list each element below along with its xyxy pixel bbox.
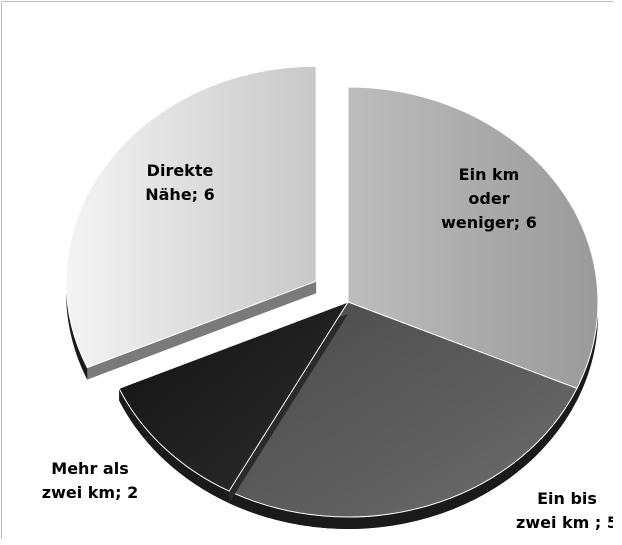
pie-chart: Ein km oder weniger; 6 Ein bis zwei km ; 5 Me… xyxy=(42,65,613,532)
pie-slice-side-2 xyxy=(229,388,577,529)
pie-slice-label-3: Mehr als zwei km; 2 xyxy=(42,459,138,502)
pie-slice-label-4: Direkte Nähe; 6 xyxy=(145,161,215,204)
pie-slice-1 xyxy=(347,86,599,389)
pie-slice-label-1: Ein km oder weniger; 6 xyxy=(441,165,537,232)
pie-slice-label-2: Ein bis zwei km ; 5 xyxy=(516,489,613,532)
chart-frame: Ein km oder weniger; 6 Ein bis zwei km ; 5 Me… xyxy=(1,1,613,539)
pie-slice-4 xyxy=(65,65,317,369)
pie-slice-side-3 xyxy=(119,388,230,504)
pie-slice-3 xyxy=(118,301,350,492)
